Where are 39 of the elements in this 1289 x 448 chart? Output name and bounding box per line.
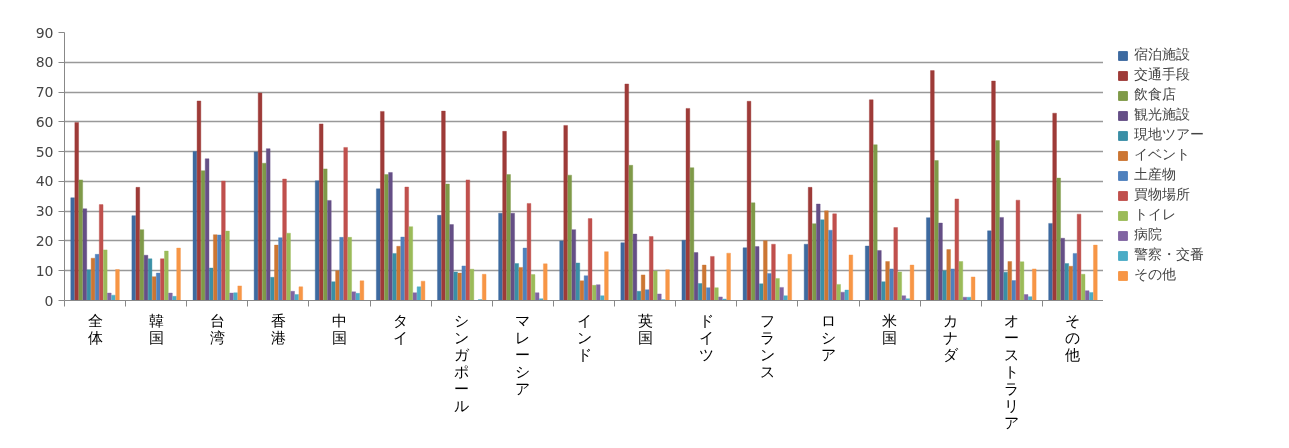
x-tick-label: インド: [576, 311, 592, 364]
y-tick-label: 80: [35, 54, 54, 71]
x-tick-label: 韓国: [148, 311, 164, 347]
x-tick-label: タイ: [393, 311, 409, 347]
legend-label: 交通手段: [1134, 66, 1190, 84]
y-tick-label: 20: [35, 232, 54, 249]
x-tick-label: ドイツ: [698, 311, 714, 364]
legend-label: 観光施設: [1134, 106, 1190, 124]
x-tick-label: 米国: [882, 311, 898, 347]
legend-label: イベント: [1134, 146, 1190, 164]
legend-label: 飲食店: [1134, 86, 1176, 104]
x-tick-label: オーストラリア: [1004, 311, 1020, 433]
y-tick-label: 70: [35, 84, 54, 101]
legend-label: トイレ: [1134, 206, 1176, 224]
y-tick-label: 10: [35, 262, 54, 279]
y-tick-label: 40: [35, 173, 54, 190]
x-tick-label: フランス: [759, 311, 775, 381]
x-tick-label: 全体: [87, 311, 103, 347]
legend-label: 病院: [1134, 226, 1162, 244]
legend-label: 現地ツアー: [1134, 126, 1204, 144]
y-tick-label: 60: [35, 113, 54, 130]
x-tick-label: 台湾: [209, 311, 225, 347]
x-tick-label: ロシア: [820, 311, 836, 364]
y-tick-label: 0: [44, 292, 54, 309]
x-tick-label: 英国: [637, 311, 653, 347]
y-tick-label: 30: [35, 203, 54, 220]
legend-label: 警察・交番: [1134, 246, 1204, 264]
x-tick-label: マレーシア: [515, 311, 531, 398]
x-tick-label: 中国: [332, 311, 348, 347]
x-tick-label: カナダ: [943, 311, 960, 364]
x-tick-label: シンガポール: [454, 311, 471, 415]
x-tick-label: その他: [1065, 311, 1081, 364]
x-tick-label: 香港: [270, 311, 286, 347]
legend-label: 宿泊施設: [1134, 46, 1190, 64]
y-tick-label: 50: [35, 143, 54, 160]
y-tick-label: 90: [35, 24, 54, 41]
legend-label: 買物場所: [1134, 186, 1190, 204]
legend-label: その他: [1134, 266, 1176, 284]
legend-label: 土産物: [1134, 166, 1176, 184]
